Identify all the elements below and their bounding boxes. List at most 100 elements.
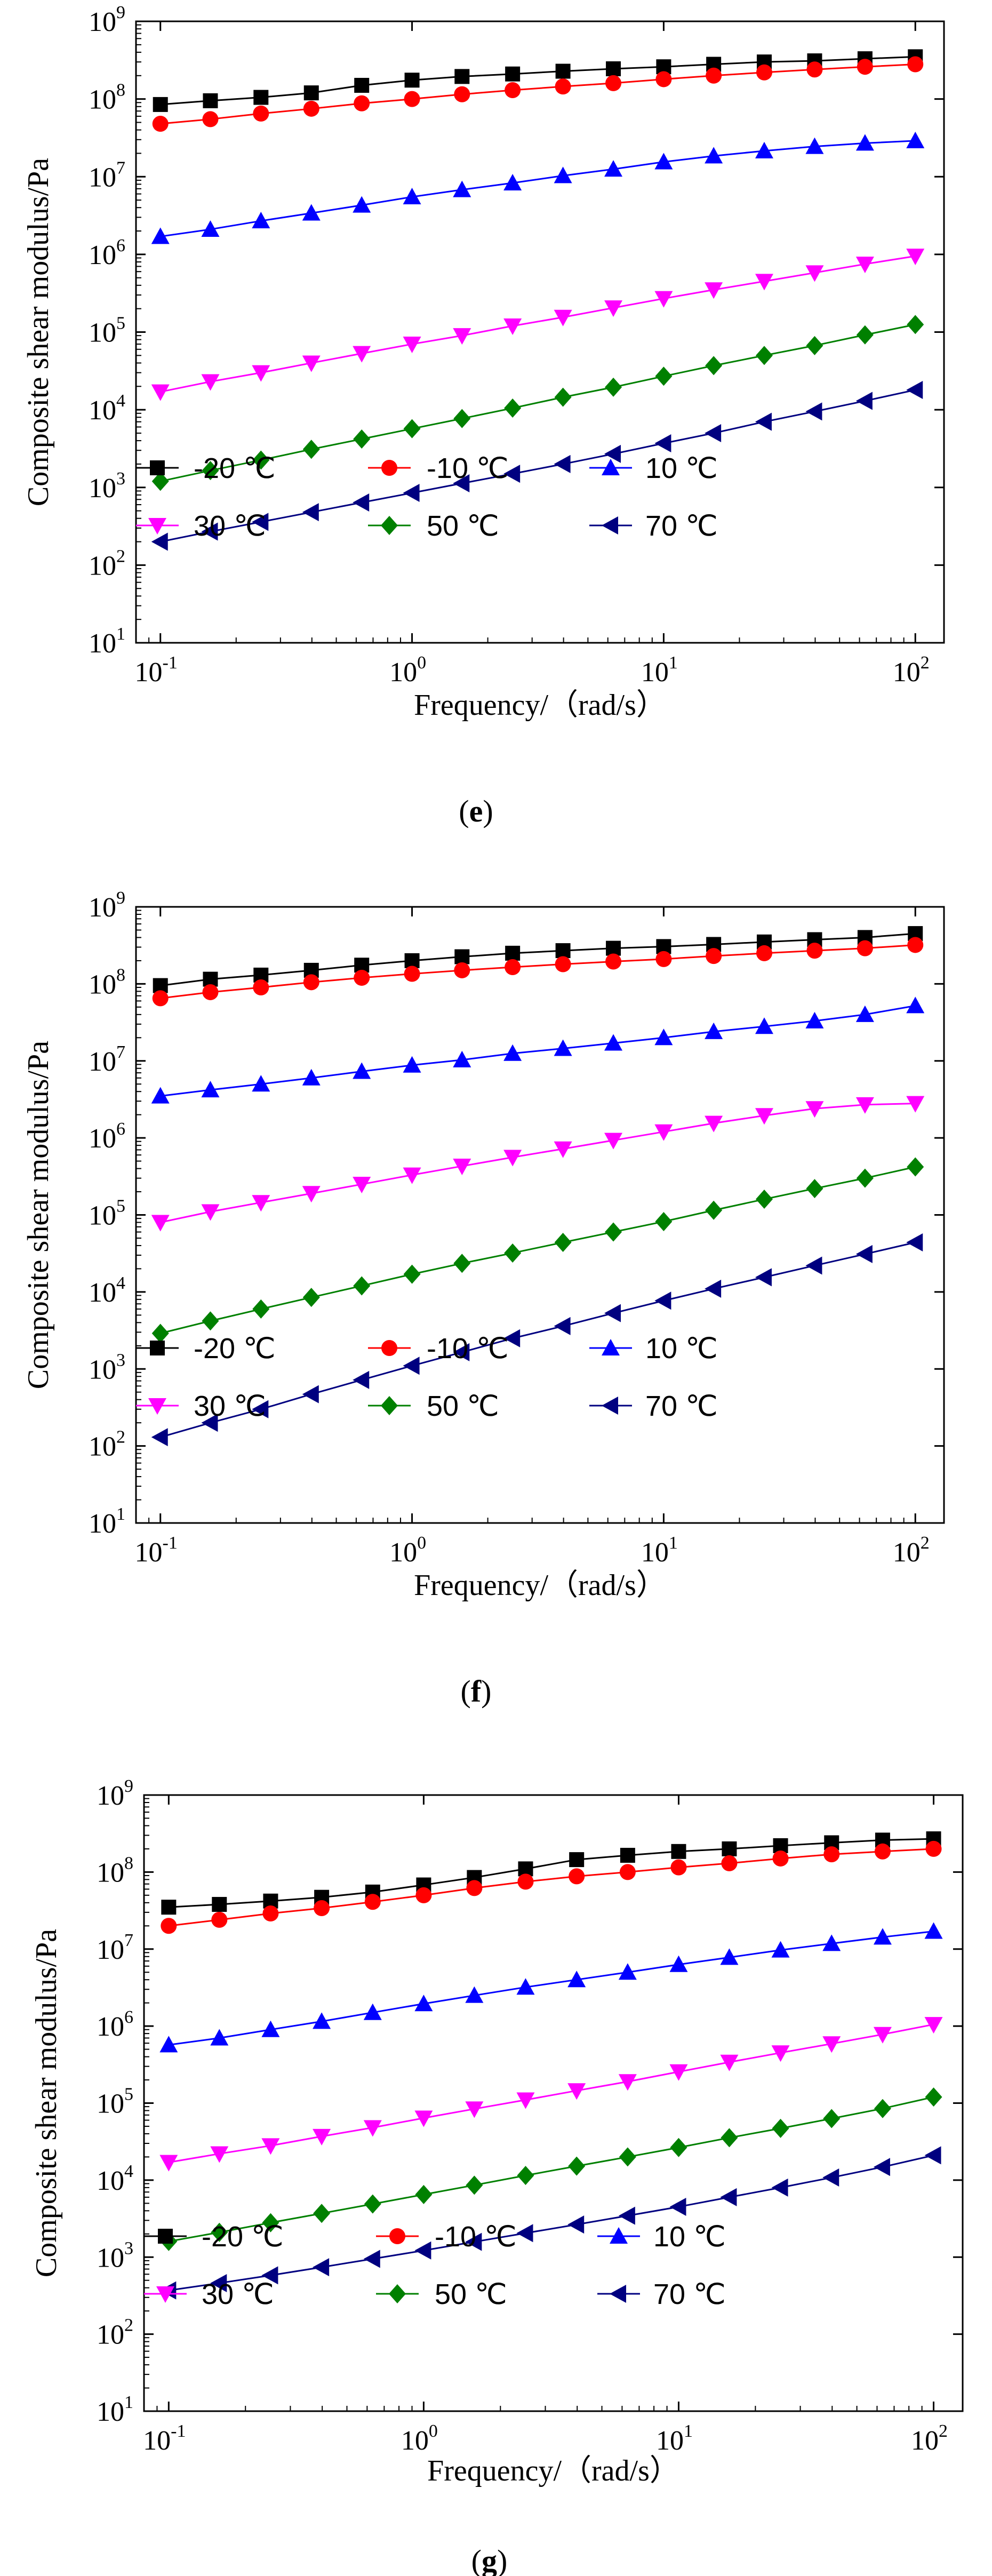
data-point [924,1922,943,1939]
data-point [363,2250,380,2268]
data-point [261,2266,278,2285]
data-point [252,1195,270,1212]
data-point [404,91,420,107]
series-line [160,1166,916,1334]
plot-frame [135,906,945,1524]
caption-paren-close: ) [481,1674,491,1709]
data-point [201,522,218,541]
x-axis-label: Frequency/（rad/s） [414,1569,666,1602]
data-point [855,257,874,274]
y-tick-label: 109 [97,1776,133,1811]
y-tick-exponent: 6 [124,2007,133,2027]
y-tick-base: 10 [89,318,116,348]
data-point [211,2222,228,2242]
data-point [669,1955,688,1972]
legend-marker [148,518,166,535]
data-point [554,1141,572,1158]
data-point [721,1855,738,1871]
data-point [604,1034,623,1051]
data-point [454,949,470,964]
data-point [619,1864,636,1880]
data-point [403,188,421,205]
y-tick-base: 10 [89,1354,116,1385]
x-tick-label: 10-1 [143,2421,186,2456]
x-tick-label: 10-1 [135,1533,178,1568]
data-point [906,1096,925,1113]
legend-label: 10 ℃ [653,2221,726,2253]
series-line [160,63,916,125]
data-point [161,1900,177,1915]
data-point [302,1288,320,1307]
y-tick-label: 108 [89,965,125,1000]
y-tick-label: 107 [89,1042,125,1077]
x-tick-label: 100 [401,2421,438,2456]
data-point [201,1204,220,1221]
y-tick-base: 10 [89,1278,116,1308]
y-tick-exponent: 5 [116,1197,125,1216]
series-50 ℃ [151,1157,924,1343]
y-tick-label: 108 [97,1853,133,1888]
data-point [874,2099,891,2118]
x-tick-label: 102 [893,653,930,688]
x-tick-label: 102 [893,1533,930,1568]
data-point [857,940,873,956]
data-point [503,174,522,191]
data-point [504,1243,522,1263]
data-point [705,147,723,164]
data-point [618,2206,635,2225]
data-point [721,2128,738,2148]
data-point [303,974,319,991]
y-tick-label: 102 [97,2316,133,2350]
data-point [705,1022,723,1039]
data-point [670,1859,687,1876]
data-point [555,78,571,95]
data-point [907,937,924,953]
data-point [823,1846,840,1863]
y-tick-label: 106 [89,236,125,270]
caption-letter: e [469,794,483,828]
data-point [855,1245,873,1263]
legend-label: -10 ℃ [435,2221,517,2253]
data-point [924,2146,941,2165]
y-tick-label: 106 [89,1119,125,1154]
data-point [605,1222,622,1242]
data-point [403,484,420,503]
y-tick-exponent: 4 [116,391,125,411]
data-point [302,355,321,372]
x-tick-label: 102 [911,2421,948,2456]
y-tick-exponent: 6 [116,236,125,256]
series-line [160,255,916,393]
data-point [855,1005,874,1022]
data-point [772,2118,789,2138]
legend-label: 70 ℃ [645,510,718,542]
data-point [654,434,671,453]
data-point [252,1299,270,1319]
series-70 ℃ [151,1233,923,1447]
x-tick-exponent: 0 [429,2421,438,2441]
series-line [160,932,916,987]
data-point [253,979,269,995]
series--10 ℃ [161,1840,942,1934]
series-30 ℃ [151,1096,925,1232]
data-point [505,82,521,99]
data-point [313,2204,331,2223]
data-point [671,1844,686,1859]
data-point [655,71,672,87]
data-point [403,419,421,438]
legend-label: 50 ℃ [435,2278,507,2310]
legend-marker [148,1398,166,1415]
x-tick-base: 10 [389,657,417,688]
data-point [771,1941,790,1958]
data-point [353,493,370,512]
data-point [503,1044,522,1061]
data-point [210,2274,227,2292]
data-point [363,2120,382,2137]
data-point [202,461,219,481]
legend-marker [602,459,620,475]
x-tick-label: 100 [389,653,426,688]
y-tick-exponent: 1 [116,1504,125,1524]
data-point [823,2109,841,2128]
data-point [771,2045,790,2062]
data-point [261,2020,280,2037]
